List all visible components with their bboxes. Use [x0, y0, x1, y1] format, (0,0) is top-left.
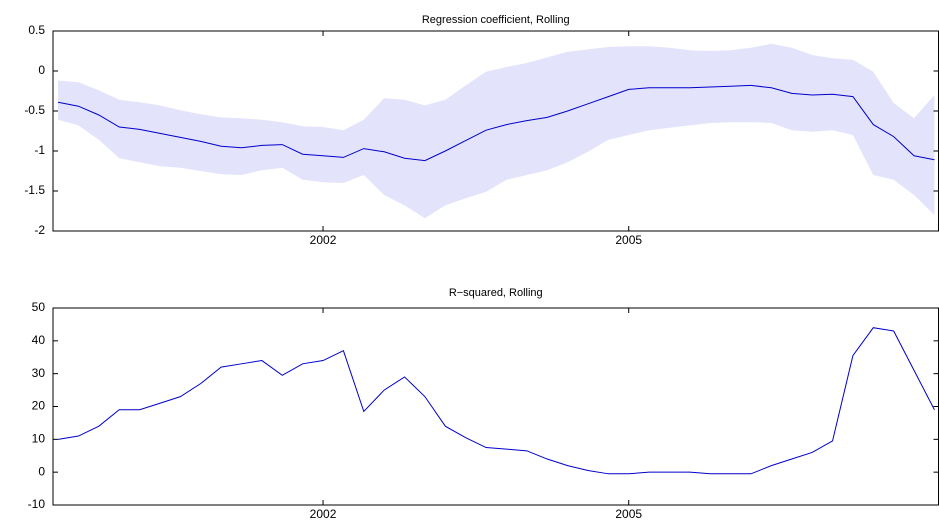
- y-tick-label: -1: [34, 143, 45, 157]
- confidence-band: [58, 43, 935, 219]
- x-tick-label: 2002: [310, 507, 337, 521]
- y-tick-label: -2: [34, 223, 45, 237]
- y-tick-label: 10: [32, 432, 46, 446]
- y-tick-label: -10: [28, 497, 46, 511]
- chart-title: R−squared, Rolling: [449, 287, 543, 299]
- x-tick-label: 2002: [310, 233, 337, 247]
- x-tick-label: 2005: [615, 233, 642, 247]
- y-tick-label: 20: [32, 399, 46, 413]
- y-tick-label: -1.5: [24, 183, 45, 197]
- y-tick-label: 0: [38, 464, 45, 478]
- chart-title: Regression coefficient, Rolling: [422, 14, 570, 26]
- y-tick-label: 0: [38, 63, 45, 77]
- line: [58, 327, 935, 475]
- x-tick-label: 2005: [615, 507, 642, 521]
- y-tick-label: 40: [32, 333, 46, 347]
- line: [57, 84, 935, 162]
- axes-box: [52, 307, 939, 506]
- y-tick-label: -0.5: [24, 103, 45, 117]
- y-tick-label: 50: [32, 300, 46, 314]
- y-tick-label: 30: [32, 366, 46, 380]
- y-tick-label: 0.5: [28, 23, 45, 37]
